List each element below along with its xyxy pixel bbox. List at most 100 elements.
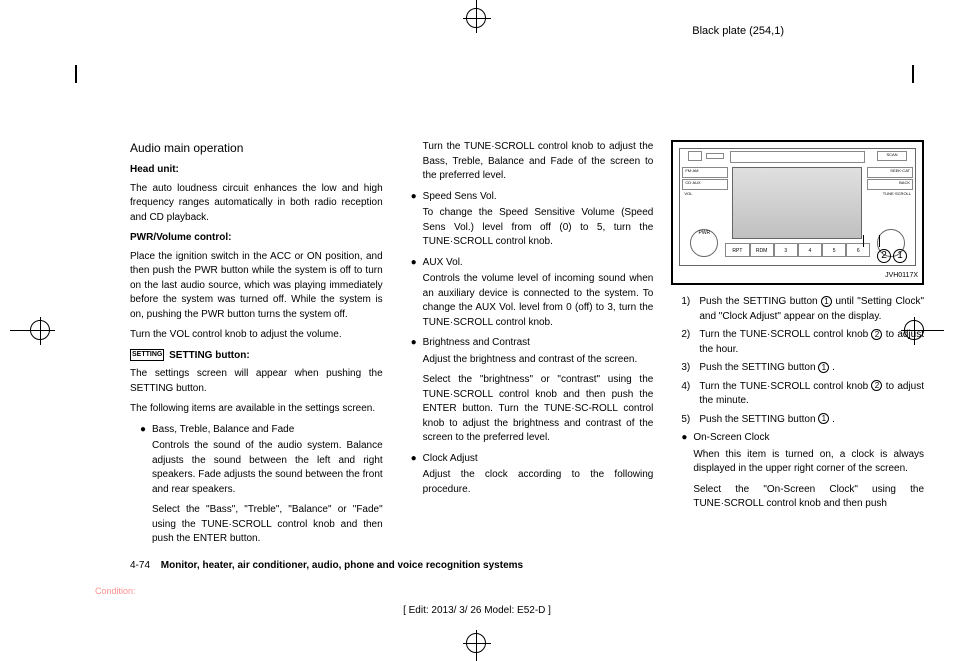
subsection-heading: SETTING SETTING button: — [130, 349, 383, 364]
section-heading: Audio main operation — [130, 140, 383, 157]
column-3: SCAN FM·AM CD·AUX VOL SEEK·CAT BACK TUNE… — [671, 140, 924, 553]
body-text: Select the "On-Screen Clock" using the T… — [693, 483, 924, 512]
bullet-item: ●Bass, Treble, Balance and Fade — [140, 423, 383, 438]
body-text: Select the "brightness" or "contrast" us… — [423, 373, 654, 446]
bullet-dot-icon: ● — [411, 336, 423, 351]
callout-line — [863, 235, 864, 247]
step-text: Push the SETTING button 1 . — [699, 361, 924, 376]
right-buttons: SEEK·CAT BACK TUNE·SCROLL — [867, 167, 913, 203]
body-text: Select the "Bass", "Treble", "Balance" o… — [152, 503, 383, 547]
bullet-text: Bass, Treble, Balance and Fade — [152, 423, 383, 438]
body-text: Adjust the brightness and contrast of th… — [423, 353, 654, 368]
ref-2-icon: 2 — [871, 380, 882, 391]
body-text: When this item is turned on, a clock is … — [693, 448, 924, 477]
ref-2-icon: 2 — [871, 329, 882, 340]
side-trim-mark — [75, 65, 77, 83]
fm-am-button: FM·AM — [682, 167, 728, 178]
preset-4: 4 — [798, 243, 822, 257]
eject-button-icon — [688, 151, 702, 161]
body-text: Adjust the clock according to the follow… — [423, 468, 654, 497]
registration-mark — [466, 8, 486, 28]
step-item: 4)Turn the TUNE·SCROLL control knob 2 to… — [681, 380, 924, 409]
diagram-id: JVH0117X — [885, 271, 918, 281]
subsection-heading: Head unit: — [130, 163, 383, 178]
menu-back-button: BACK — [867, 179, 913, 190]
step-item: 5)Push the SETTING button 1 . — [681, 413, 924, 428]
step-number: 4) — [681, 380, 699, 409]
bullet-item: ●Speed Sens Vol. — [411, 190, 654, 205]
bullet-text: On-Screen Clock — [693, 431, 924, 446]
step-text: Push the SETTING button 1 until "Setting… — [699, 295, 924, 324]
side-trim-mark — [912, 65, 914, 83]
radio-diagram: SCAN FM·AM CD·AUX VOL SEEK·CAT BACK TUNE… — [671, 140, 924, 285]
left-buttons: FM·AM CD·AUX VOL — [682, 167, 728, 203]
preset-1: RPT — [725, 243, 749, 257]
step-item: 2)Turn the TUNE·SCROLL control knob 2 to… — [681, 328, 924, 357]
preset-5: 5 — [822, 243, 846, 257]
ref-1-icon: 1 — [818, 362, 829, 373]
callout-line — [879, 235, 880, 247]
registration-mark — [30, 320, 50, 340]
body-text: The auto loudness circuit enhances the l… — [130, 182, 383, 226]
chapter-title: Monitor, heater, air conditioner, audio,… — [161, 560, 523, 571]
step-text: Push the SETTING button 1 . — [699, 413, 924, 428]
body-text: Place the ignition switch in the ACC or … — [130, 250, 383, 323]
callout-1-icon: 1 — [893, 249, 907, 263]
bullet-text: Clock Adjust — [423, 452, 654, 467]
column-1: Audio main operation Head unit: The auto… — [130, 140, 383, 553]
body-text: Turn the TUNE·SCROLL control knob to adj… — [423, 140, 654, 184]
plate-header: Black plate (254,1) — [692, 25, 784, 37]
bullet-item: ●AUX Vol. — [411, 256, 654, 271]
top-button-row — [730, 151, 865, 163]
bullet-dot-icon: ● — [681, 431, 693, 446]
radio-screen — [732, 167, 862, 239]
edit-metadata: [ Edit: 2013/ 3/ 26 Model: E52-D ] — [0, 605, 954, 616]
setting-badge-icon: SETTING — [130, 349, 164, 361]
page-footer: 4-74 Monitor, heater, air conditioner, a… — [130, 560, 523, 571]
body-text: Controls the sound of the audio system. … — [152, 439, 383, 497]
bullet-dot-icon: ● — [411, 190, 423, 205]
preset-3: 3 — [774, 243, 798, 257]
callout-2-icon: 2 — [877, 249, 891, 263]
step-item: 1)Push the SETTING button 1 until "Setti… — [681, 295, 924, 324]
callout-numbers: 2 1 — [877, 249, 907, 263]
step-number: 1) — [681, 295, 699, 324]
body-text: Controls the volume level of incoming so… — [423, 272, 654, 330]
vol-label: VOL — [682, 191, 728, 202]
body-text: Turn the VOL control knob to adjust the … — [130, 328, 383, 343]
scan-button: SCAN — [877, 151, 907, 161]
step-text: Turn the TUNE·SCROLL control knob 2 to a… — [699, 380, 924, 409]
bullet-text: AUX Vol. — [423, 256, 654, 271]
cd-slot-icon — [706, 153, 724, 159]
condition-label: Condition: — [95, 586, 136, 596]
tune-label: TUNE·SCROLL — [867, 191, 913, 202]
step-item: 3)Push the SETTING button 1 . — [681, 361, 924, 376]
step-text: Turn the TUNE·SCROLL control knob 2 to a… — [699, 328, 924, 357]
subsection-heading: PWR/Volume control: — [130, 231, 383, 246]
column-2: Turn the TUNE·SCROLL control knob to adj… — [401, 140, 654, 553]
page-number: 4-74 — [130, 560, 150, 571]
page-content: Audio main operation Head unit: The auto… — [130, 140, 924, 553]
seek-button: SEEK·CAT — [867, 167, 913, 178]
bullet-dot-icon: ● — [411, 256, 423, 271]
preset-2: RDM — [750, 243, 774, 257]
preset-6: 6 — [846, 243, 870, 257]
bullet-text: Speed Sens Vol. — [423, 190, 654, 205]
bullet-dot-icon: ● — [411, 452, 423, 467]
bullet-text: Brightness and Contrast — [423, 336, 654, 351]
body-text: The following items are available in the… — [130, 402, 383, 417]
bullet-dot-icon: ● — [140, 423, 152, 438]
preset-buttons: RPT RDM 3 4 5 6 — [725, 243, 870, 257]
body-text: To change the Speed Sensitive Volume (Sp… — [423, 206, 654, 250]
registration-mark — [466, 633, 486, 653]
ref-1-icon: 1 — [821, 296, 832, 307]
setting-heading-text: SETTING button: — [169, 350, 250, 361]
bullet-item: ●Clock Adjust — [411, 452, 654, 467]
pwr-knob: PWR — [690, 229, 718, 257]
step-number: 3) — [681, 361, 699, 376]
step-number: 2) — [681, 328, 699, 357]
body-text: The settings screen will appear when pus… — [130, 367, 383, 396]
bullet-item: ●Brightness and Contrast — [411, 336, 654, 351]
cd-aux-button: CD·AUX — [682, 179, 728, 190]
step-number: 5) — [681, 413, 699, 428]
